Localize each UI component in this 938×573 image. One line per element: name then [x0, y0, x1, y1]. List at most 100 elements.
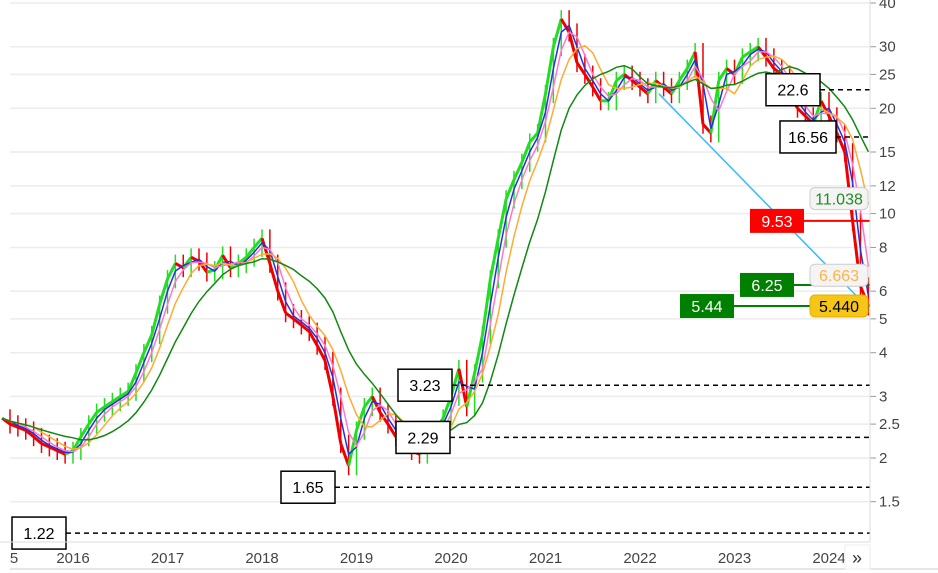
price-segment: [741, 50, 752, 59]
price-segment: [639, 85, 649, 95]
price-segment: [87, 411, 98, 425]
price-level-box: [765, 72, 821, 107]
price-segment: [32, 435, 43, 445]
price-segment: [17, 425, 27, 432]
price-segment: [284, 311, 295, 321]
x-tick-label: 2019: [340, 550, 373, 567]
y-tick-label: 20: [879, 100, 896, 117]
price-segment: [347, 429, 358, 467]
price-segment: [504, 179, 516, 200]
price-level-box: [779, 120, 837, 154]
price-segment: [166, 262, 177, 280]
price-level-label: 2.29: [407, 430, 438, 447]
price-level-label: 1.22: [23, 526, 54, 543]
axis-badge: [809, 263, 869, 287]
axis-badge: [809, 187, 869, 211]
price-segment: [386, 423, 398, 438]
price-segment: [567, 31, 579, 64]
price-segment: [95, 405, 106, 414]
y-tick-label: 30: [879, 39, 896, 56]
price-segment: [111, 395, 122, 403]
price-segment: [79, 423, 91, 438]
y-tick-label: 4: [879, 345, 887, 362]
price-segment: [56, 449, 66, 456]
x-axis: 5 2016 2017 2018 2019 2020 2021 2022 2023 2024: [10, 550, 846, 567]
price-segment: [536, 93, 547, 134]
y-tick-label: 2: [879, 450, 887, 467]
price-level-label: 5.44: [691, 299, 722, 316]
price-segment: [182, 256, 193, 269]
price-segment: [315, 344, 327, 362]
y-tick-label: 3: [879, 388, 887, 405]
price-segment: [268, 263, 280, 292]
axis-badge-label: 5.440: [819, 299, 859, 316]
price-level-label: 9.53: [761, 214, 792, 231]
x-tick-label: 2017: [151, 550, 184, 567]
price-level-box: [680, 294, 734, 319]
y-tick-label: 8: [879, 239, 887, 256]
price-segment: [583, 73, 595, 88]
price-segment: [591, 86, 602, 102]
price-segment: [615, 73, 626, 82]
price-segment: [300, 323, 311, 333]
price-segment: [725, 67, 736, 76]
price-segment: [134, 352, 146, 374]
price-segment: [323, 360, 335, 397]
price-segment: [370, 395, 382, 414]
price-segment: [520, 141, 532, 164]
axis-badge-label: 11.038: [815, 192, 863, 209]
y-tick-label: 6: [879, 283, 887, 300]
price-segment: [363, 395, 374, 408]
y-tick-label: 5: [879, 311, 887, 328]
price-segment: [749, 45, 759, 54]
price-segment: [119, 390, 129, 398]
price-segment: [496, 198, 508, 239]
price-level-box: [395, 420, 451, 455]
y-tick-label: 10: [879, 206, 896, 223]
price-segment: [544, 46, 555, 95]
price-level-box: [11, 516, 67, 550]
y-tick-label: 15: [879, 144, 896, 161]
price-level-label: 6.25: [751, 278, 782, 295]
price-segment: [307, 330, 319, 347]
axis-badge-label: 6.663: [819, 268, 859, 285]
price-segment: [355, 406, 366, 431]
price-segment: [24, 429, 35, 438]
x-tick-label: 2023: [718, 550, 751, 567]
scroll-more-button[interactable]: »: [844, 544, 871, 570]
price-segment: [764, 56, 776, 70]
y-tick-label: 40: [879, 0, 896, 12]
price-segment: [796, 107, 807, 118]
price-segment: [678, 67, 689, 82]
price-segment: [701, 123, 712, 134]
price-series: [1, 10, 870, 476]
price-level-box: [397, 368, 453, 402]
y-axis: 40 30 25 20 15 12 10 8 6 5 4 3 2.5 2 1.5: [870, 0, 900, 511]
axis-badge: [809, 294, 869, 318]
price-segment: [717, 67, 728, 82]
x-tick-label: 2020: [434, 550, 467, 567]
price-segment: [245, 246, 256, 259]
x-tick-label: 2021: [529, 550, 562, 567]
double-chevron-right-icon[interactable]: »: [852, 548, 862, 568]
y-tick-label: 1.5: [879, 494, 900, 511]
price-level-label: 3.23: [409, 378, 440, 395]
price-level-label: 22.6: [777, 83, 808, 100]
price-segment: [252, 237, 264, 249]
price-segment: [685, 51, 697, 70]
price-segment: [733, 56, 744, 76]
price-segment: [190, 255, 200, 263]
price-segment: [126, 372, 138, 393]
price-segment: [512, 161, 524, 181]
price-segment: [48, 445, 58, 452]
price-segment: [575, 61, 587, 76]
price-segment: [551, 18, 563, 48]
price-level-box: [280, 470, 336, 504]
y-tick-label: 2.5: [879, 416, 900, 433]
price-segment: [559, 18, 571, 34]
price-segment: [158, 278, 169, 305]
x-tick-label: 2024: [812, 550, 845, 567]
price-segment: [488, 237, 500, 280]
price-segment: [150, 303, 162, 336]
